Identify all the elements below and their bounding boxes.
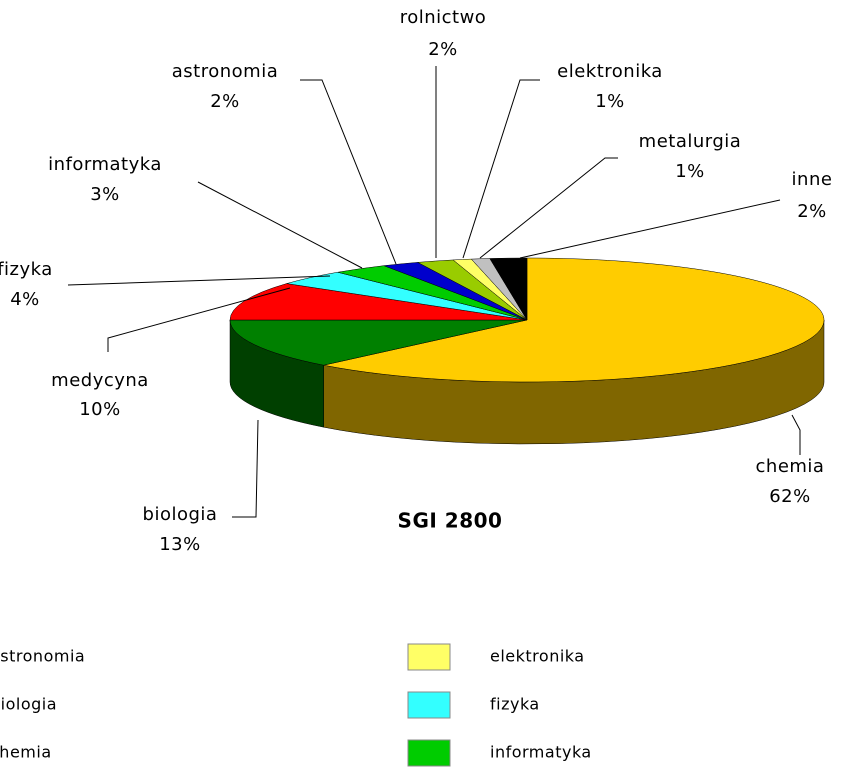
slice-value-label: 10% — [79, 399, 121, 420]
leader-line — [232, 419, 259, 518]
slice — [323, 257, 825, 383]
slice-value-label: 13% — [159, 534, 201, 555]
slice-value-label: 2% — [210, 91, 240, 112]
legend-swatch — [407, 643, 451, 671]
legend-label: informatyka — [490, 743, 592, 762]
slice-value-label: 2% — [797, 201, 827, 222]
slice-label: chemia — [756, 456, 825, 477]
slice-label: fizyka — [0, 259, 53, 280]
slice-label: inne — [792, 169, 833, 190]
slice-value-label: 4% — [10, 289, 40, 310]
legend-label: biologia — [0, 695, 57, 714]
slice — [229, 319, 528, 366]
legend-swatch — [407, 739, 451, 767]
leader-line — [462, 79, 540, 259]
legend-label: astronomia — [0, 647, 85, 666]
slice-value-label: 1% — [595, 91, 625, 112]
slice-label: rolnictwo — [400, 7, 487, 28]
chart-title: SGI 2800 — [398, 509, 503, 533]
leader-line — [300, 79, 397, 265]
legend-label: elektronika — [490, 647, 585, 666]
leader-line — [519, 199, 781, 259]
leader-line — [107, 287, 291, 352]
slice-value-label: 3% — [90, 184, 120, 205]
legend-label: chemia — [0, 743, 52, 762]
slice-label: metalurgia — [639, 131, 742, 152]
leader-line — [67, 275, 331, 286]
slice-label: elektronika — [557, 61, 663, 82]
legend-label: fizyka — [490, 695, 540, 714]
slice-label: medycyna — [51, 370, 149, 391]
slice-label: biologia — [143, 504, 218, 525]
slice-value-label: 2% — [428, 39, 458, 60]
slice-label: informatyka — [48, 154, 162, 175]
slice — [489, 257, 528, 321]
leader-line — [479, 157, 618, 259]
leader-line — [791, 414, 801, 455]
slice-label: astronomia — [172, 61, 278, 82]
slice-value-label: 62% — [769, 486, 811, 507]
slice-value-label: 1% — [675, 161, 705, 182]
leader-line — [197, 181, 363, 269]
legend-swatch — [407, 691, 451, 719]
